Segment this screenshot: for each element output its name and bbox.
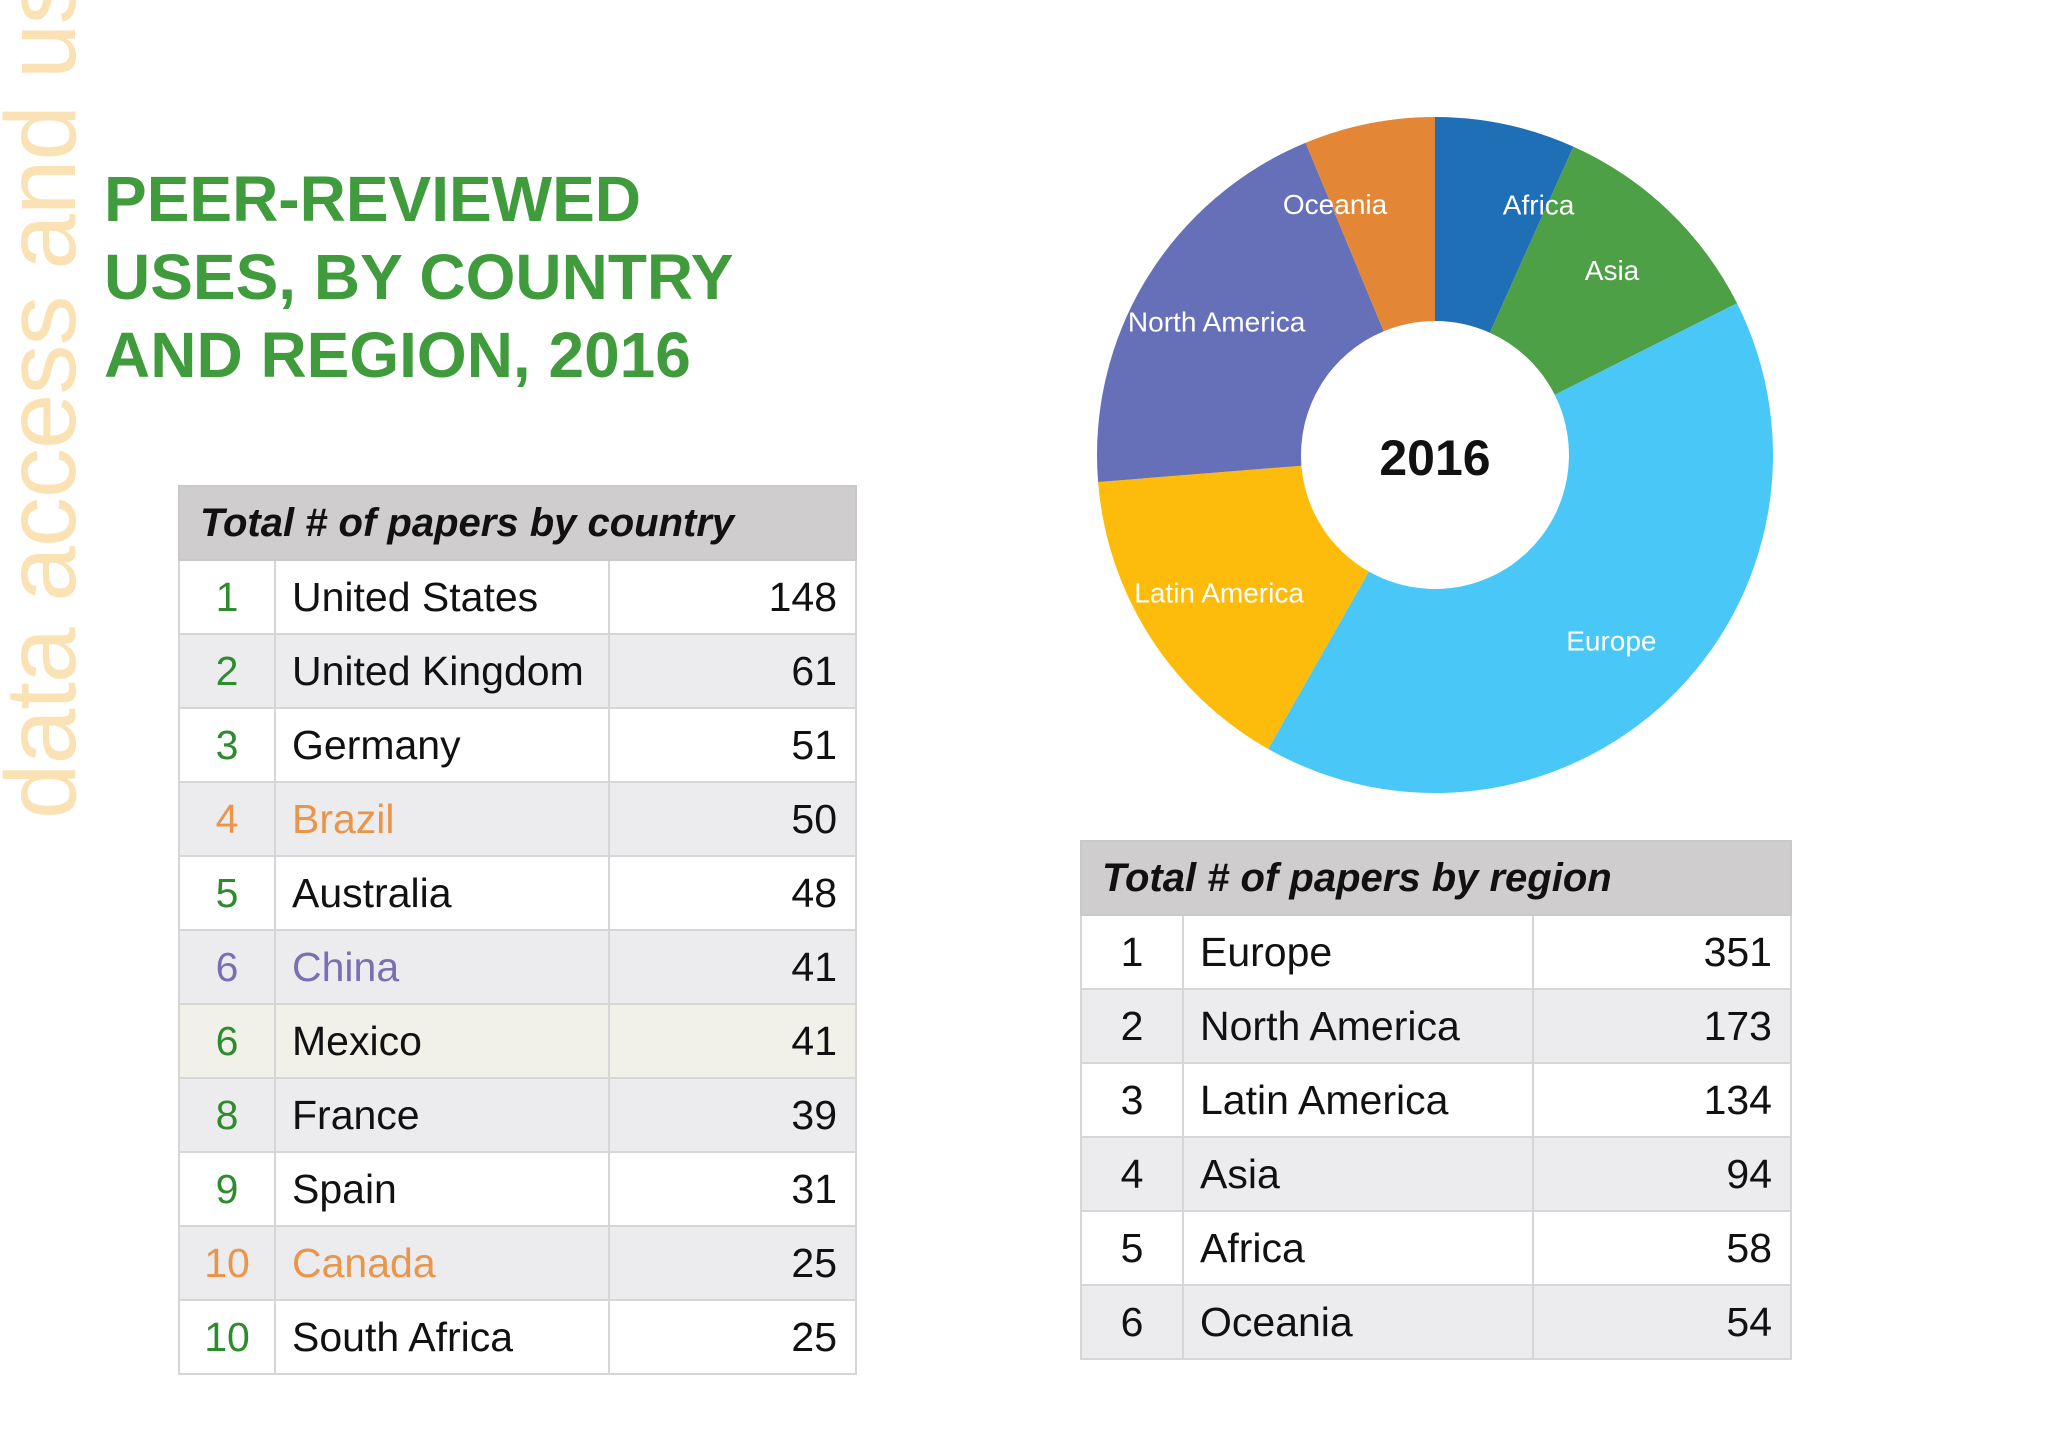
title-line: AND REGION, 2016 bbox=[104, 319, 691, 391]
donut-label-africa: Africa bbox=[1503, 190, 1575, 221]
donut-label-latin-america: Latin America bbox=[1134, 578, 1304, 609]
donut-slice-latin-america bbox=[1098, 465, 1369, 749]
donut-slice-north-america bbox=[1096, 142, 1384, 483]
country-table-row: 4 Brazil 50 bbox=[178, 781, 858, 857]
country-table-value-cell: 51 bbox=[607, 707, 858, 783]
donut-label-oceania: Oceania bbox=[1283, 189, 1388, 220]
country-table-rank-cell: 3 bbox=[178, 707, 276, 783]
country-table-rank-cell: 5 bbox=[178, 855, 276, 931]
country-table-name-cell: France bbox=[274, 1077, 610, 1153]
region-table: Total # of papers by region 1 Europe 351 2 N… bbox=[1080, 840, 1792, 1360]
country-table-rank-cell: 10 bbox=[178, 1299, 276, 1375]
country-table-row: 10 Canada 25 bbox=[178, 1225, 858, 1301]
donut-slice-africa bbox=[1435, 117, 1574, 333]
country-table-row: 2 United Kingdom 61 bbox=[178, 633, 858, 709]
region-table-value-cell: 54 bbox=[1532, 1284, 1792, 1360]
country-table-value-cell: 41 bbox=[607, 929, 858, 1005]
region-table-row: 6 Oceania 54 bbox=[1080, 1284, 1792, 1360]
country-table-name-cell: Mexico bbox=[274, 1003, 610, 1079]
country-table-rank-cell: 6 bbox=[178, 929, 276, 1005]
country-table-value-cell: 39 bbox=[607, 1077, 858, 1153]
country-table-row: 8 France 39 bbox=[178, 1077, 858, 1153]
region-table-name-cell: Africa bbox=[1182, 1210, 1534, 1286]
country-table-name-cell: Spain bbox=[274, 1151, 610, 1227]
region-table-name-cell: Latin America bbox=[1182, 1062, 1534, 1138]
title-line: USES, BY COUNTRY bbox=[104, 241, 734, 313]
country-table-rank-cell: 8 bbox=[178, 1077, 276, 1153]
region-table-rank-cell: 5 bbox=[1080, 1210, 1184, 1286]
region-table-rank-cell: 6 bbox=[1080, 1284, 1184, 1360]
country-table-row: 1 United States 148 bbox=[178, 559, 858, 635]
donut-labels: Africa Asia Europe Latin America North Ameri… bbox=[1128, 189, 1657, 657]
country-table: Total # of papers by country 1 United Sta… bbox=[177, 485, 858, 1375]
region-table-name-cell: Asia bbox=[1182, 1136, 1534, 1212]
region-table-value-cell: 173 bbox=[1532, 988, 1792, 1064]
region-table-rank-cell: 3 bbox=[1080, 1062, 1184, 1138]
region-table-rank-cell: 1 bbox=[1080, 914, 1184, 990]
country-table-row: 5 Australia 48 bbox=[178, 855, 858, 931]
donut-center-label: 2016 bbox=[1379, 430, 1490, 486]
country-table-rank-cell: 10 bbox=[178, 1225, 276, 1301]
region-table-name-cell: North America bbox=[1182, 988, 1534, 1064]
region-table-value-cell: 134 bbox=[1532, 1062, 1792, 1138]
region-table-value-cell: 351 bbox=[1532, 914, 1792, 990]
country-table-name-cell: South Africa bbox=[274, 1299, 610, 1375]
country-table-body: 1 United States 148 2 United Kingdom 61 3 Germa… bbox=[178, 559, 858, 1375]
country-table-name-cell: United States bbox=[274, 559, 610, 635]
country-table-rank-cell: 2 bbox=[178, 633, 276, 709]
donut-slice-europe bbox=[1268, 303, 1774, 794]
country-table-header: Total # of papers by country bbox=[177, 485, 858, 561]
country-table-value-cell: 61 bbox=[607, 633, 858, 709]
country-table-row: 10 South Africa 25 bbox=[178, 1299, 858, 1375]
region-table-value-cell: 58 bbox=[1532, 1210, 1792, 1286]
region-table-row: 4 Asia 94 bbox=[1080, 1136, 1792, 1212]
country-table-name-cell: Australia bbox=[274, 855, 610, 931]
region-table-body: 1 Europe 351 2 North America 173 3 Latin Americ… bbox=[1080, 914, 1792, 1360]
region-table-row: 3 Latin America 134 bbox=[1080, 1062, 1792, 1138]
title-line: PEER-REVIEWED bbox=[104, 163, 641, 235]
region-table-header: Total # of papers by region bbox=[1080, 840, 1792, 916]
country-table-value-cell: 148 bbox=[607, 559, 858, 635]
page-title: PEER-REVIEWED USES, BY COUNTRY AND REGIO… bbox=[104, 160, 784, 394]
region-table-rank-cell: 4 bbox=[1080, 1136, 1184, 1212]
region-table-row: 1 Europe 351 bbox=[1080, 914, 1792, 990]
donut-label-asia: Asia bbox=[1585, 255, 1640, 286]
country-table-rank-cell: 1 bbox=[178, 559, 276, 635]
country-table-name-cell: China bbox=[274, 929, 610, 1005]
country-table-rank-cell: 4 bbox=[178, 781, 276, 857]
country-table-rank-cell: 9 bbox=[178, 1151, 276, 1227]
region-table-row: 5 Africa 58 bbox=[1080, 1210, 1792, 1286]
donut-label-north-america: North America bbox=[1128, 306, 1306, 337]
country-table-row: 6 Mexico 41 bbox=[178, 1003, 858, 1079]
region-table-row: 2 North America 173 bbox=[1080, 988, 1792, 1064]
donut-slice-asia bbox=[1489, 146, 1738, 395]
country-table-name-cell: United Kingdom bbox=[274, 633, 610, 709]
region-table-name-cell: Europe bbox=[1182, 914, 1534, 990]
region-table-rank-cell: 2 bbox=[1080, 988, 1184, 1064]
country-table-name-cell: Germany bbox=[274, 707, 610, 783]
country-table-name-cell: Canada bbox=[274, 1225, 610, 1301]
donut-slice-oceania bbox=[1305, 117, 1435, 332]
country-table-value-cell: 31 bbox=[607, 1151, 858, 1227]
donut-label-europe: Europe bbox=[1566, 626, 1656, 657]
country-table-value-cell: 50 bbox=[607, 781, 858, 857]
country-table-row: 6 China 41 bbox=[178, 929, 858, 1005]
country-table-row: 9 Spain 31 bbox=[178, 1151, 858, 1227]
country-table-rank-cell: 6 bbox=[178, 1003, 276, 1079]
region-table-name-cell: Oceania bbox=[1182, 1284, 1534, 1360]
country-table-name-cell: Brazil bbox=[274, 781, 610, 857]
country-table-value-cell: 41 bbox=[607, 1003, 858, 1079]
country-table-row: 3 Germany 51 bbox=[178, 707, 858, 783]
country-table-value-cell: 25 bbox=[607, 1299, 858, 1375]
country-table-value-cell: 25 bbox=[607, 1225, 858, 1301]
region-table-value-cell: 94 bbox=[1532, 1136, 1792, 1212]
country-table-value-cell: 48 bbox=[607, 855, 858, 931]
donut-slices bbox=[1096, 117, 1774, 794]
